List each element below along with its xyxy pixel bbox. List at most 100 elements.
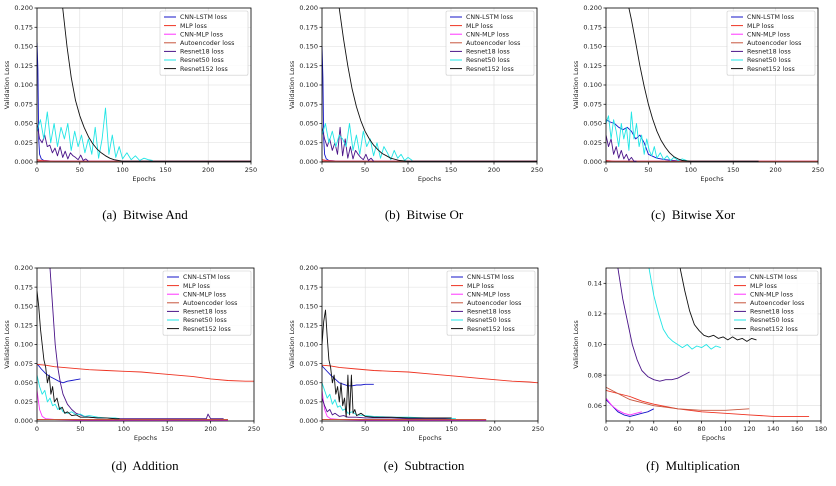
- x-tick-label: 40: [650, 425, 658, 433]
- legend-label-resnet18-loss: Resnet18 loss: [466, 49, 510, 56]
- x-axis-label: Epochs: [700, 175, 724, 183]
- legend-box: [162, 270, 252, 336]
- y-tick-label: 0.200: [14, 264, 33, 272]
- x-tick-label: 50: [76, 425, 84, 433]
- x-tick-label: 150: [161, 425, 173, 433]
- y-tick-label: 0.100: [14, 81, 33, 89]
- x-tick-label: 150: [445, 166, 457, 174]
- legend-label-mlp-loss: MLP loss: [180, 23, 207, 30]
- legend-label-cnn-lstm-loss: CNN-LSTM loss: [466, 14, 513, 21]
- x-axis-label: Epochs: [702, 434, 726, 442]
- y-tick-label: 0.000: [14, 417, 33, 425]
- caption-addition: (d) Addition: [111, 458, 179, 473]
- x-axis-label: Epochs: [418, 434, 442, 442]
- x-tick-label: 100: [118, 425, 130, 433]
- legend-label-resnet18-loss: Resnet18 loss: [183, 309, 227, 316]
- x-tick-label: 50: [76, 166, 84, 174]
- series-line-autoencoder-loss: [606, 386, 750, 411]
- y-tick-label: 0.050: [299, 379, 318, 387]
- legend-label-cnn-mlp-loss: CNN-MLP loss: [750, 291, 793, 298]
- y-tick-label: 0.100: [583, 81, 602, 89]
- y-tick-label: 0.150: [299, 43, 318, 51]
- y-tick-label: 0.175: [299, 283, 318, 291]
- series-line-cnn-mlp-loss: [37, 390, 228, 421]
- y-tick-label: 0.000: [299, 417, 318, 425]
- chart-multiplication: 0 20 40 60 80 100 120 140 160 180 0.06 0.08 0.10 0.12…: [572, 267, 827, 442]
- series-line-resnet152-loss: [628, 8, 759, 162]
- legend-label-mlp-loss: MLP loss: [750, 283, 777, 290]
- legend-label-resnet152-loss: Resnet152 loss: [747, 66, 795, 73]
- panel-d: 0 50 100 150 200 250 0.000 0.025 0.050 0.075 0.100…: [0, 243, 279, 486]
- series-line-resnet152-loss: [679, 268, 757, 342]
- legend-box: [446, 270, 536, 336]
- x-tick-label: 200: [489, 425, 501, 433]
- x-tick-label: 150: [159, 166, 171, 174]
- y-tick-label: 0.14: [588, 280, 602, 288]
- x-tick-label: 160: [791, 425, 803, 433]
- series-line-mlp-loss: [37, 363, 254, 382]
- caption-subtraction: (e) Subtraction: [383, 458, 465, 473]
- x-tick-label: 80: [697, 425, 705, 433]
- legend-label-cnn-lstm-loss: CNN-LSTM loss: [183, 274, 230, 281]
- x-axis-label: Epochs: [418, 175, 442, 183]
- chart-subtraction: 0 50 100 150 200 250 0.000 0.025 0.050 0.075 0.100…: [288, 264, 544, 442]
- y-tick-label: 0.125: [299, 322, 318, 330]
- x-tick-label: 200: [769, 166, 781, 174]
- y-tick-label: 0.150: [14, 302, 33, 310]
- y-tick-label: 0.050: [14, 120, 33, 128]
- y-tick-label: 0.125: [583, 62, 602, 70]
- legend-label-cnn-mlp-loss: CNN-MLP loss: [180, 31, 223, 38]
- legend-label-cnn-mlp-loss: CNN-MLP loss: [747, 31, 790, 38]
- panel-f: 0 20 40 60 80 100 120 140 160 180 0.06 0.08 0.10 0.12…: [558, 243, 836, 486]
- y-tick-label: 0.100: [299, 341, 318, 349]
- y-tick-label: 0.200: [299, 264, 318, 272]
- caption-bitwise-or: (b) Bitwise Or: [384, 207, 464, 222]
- legend-label-cnn-mlp-loss: CNN-MLP loss: [466, 31, 509, 38]
- y-tick-label: 0.025: [299, 398, 318, 406]
- x-tick-label: 200: [202, 166, 214, 174]
- legend-label-cnn-lstm-loss: CNN-LSTM loss: [467, 274, 514, 281]
- x-tick-label: 60: [674, 425, 682, 433]
- x-tick-label: 150: [445, 425, 457, 433]
- legend-label-cnn-mlp-loss: CNN-MLP loss: [467, 291, 510, 298]
- legend-box: [729, 270, 819, 336]
- y-tick-label: 0.075: [583, 100, 602, 108]
- x-tick-label: 0: [320, 166, 324, 174]
- legend-label-mlp-loss: MLP loss: [183, 283, 210, 290]
- x-tick-label: 250: [248, 425, 260, 433]
- y-tick-label: 0.175: [583, 23, 602, 31]
- y-tick-label: 0.12: [588, 310, 602, 318]
- y-tick-label: 0.175: [14, 283, 33, 291]
- series-line-resnet18-loss: [37, 123, 89, 162]
- y-tick-label: 0.06: [588, 402, 602, 410]
- x-tick-label: 100: [402, 425, 414, 433]
- series-line-resnet18-loss: [617, 268, 690, 382]
- y-tick-label: 0.150: [299, 302, 318, 310]
- series-line-resnet50-loss: [37, 375, 120, 420]
- legend-box: [726, 10, 816, 76]
- legend-label-resnet50-loss: Resnet50 loss: [466, 57, 510, 64]
- x-tick-label: 140: [767, 425, 779, 433]
- x-tick-label: 100: [685, 166, 697, 174]
- legend-box: [159, 10, 249, 76]
- panel-c: 0 50 100 150 200 250 0.000 0.025 0.050 0.075 0.100…: [558, 0, 836, 243]
- x-tick-label: 200: [204, 425, 216, 433]
- legend-label-mlp-loss: MLP loss: [467, 283, 494, 290]
- x-tick-label: 200: [488, 166, 500, 174]
- caption-bitwise-xor: (c) Bitwise Xor: [650, 207, 736, 222]
- x-tick-label: 50: [644, 166, 652, 174]
- x-tick-label: 250: [532, 425, 544, 433]
- chart-bitwise-and: 0 50 100 150 200 250 0.000 0.025 0.050 0.075 0.100…: [3, 4, 257, 183]
- x-tick-label: 100: [402, 166, 414, 174]
- y-axis-label: Validation Loss: [288, 320, 296, 369]
- y-tick-label: 0.08: [588, 371, 602, 379]
- series-line-resnet152-loss: [37, 290, 120, 420]
- x-tick-label: 0: [320, 425, 324, 433]
- legend-label-mlp-loss: MLP loss: [466, 23, 493, 30]
- y-tick-label: 0.075: [14, 100, 33, 108]
- y-tick-label: 0.100: [14, 341, 33, 349]
- y-tick-label: 0.025: [14, 139, 33, 147]
- legend-label-resnet18-loss: Resnet18 loss: [180, 49, 224, 56]
- legend-label-cnn-lstm-loss: CNN-LSTM loss: [747, 14, 794, 21]
